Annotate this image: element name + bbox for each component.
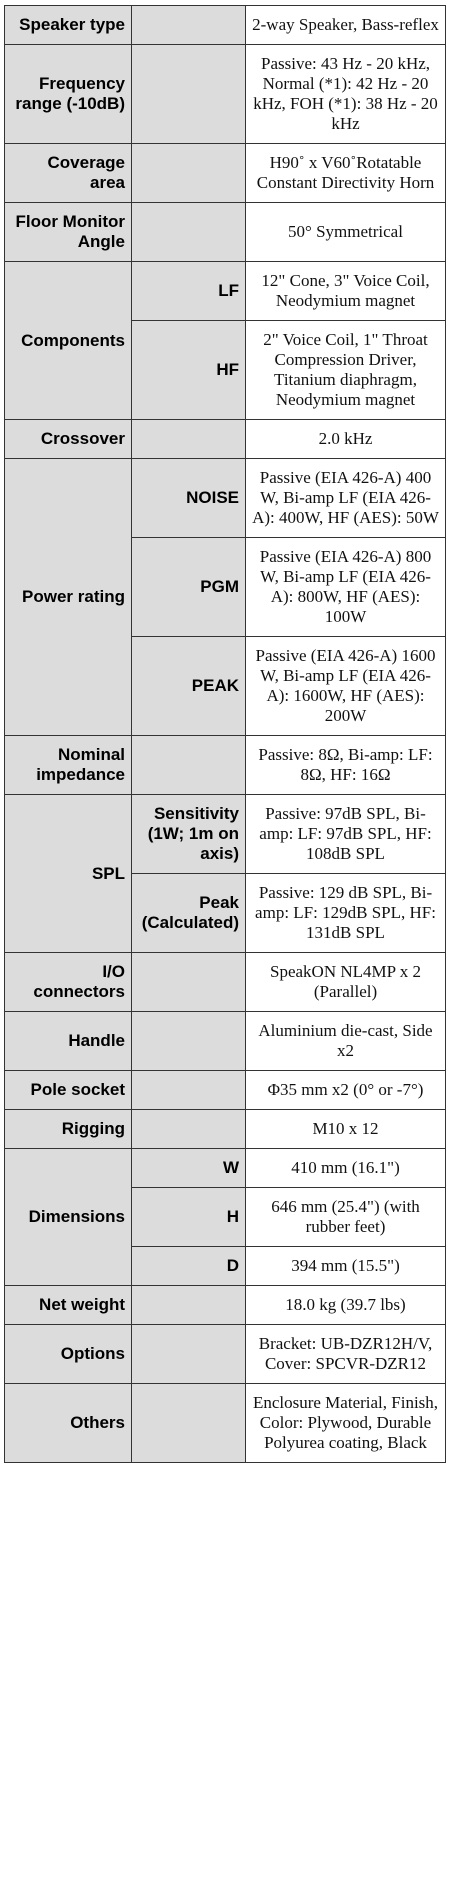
- spec-row: I/O connectors SpeakON NL4MP x 2 (Paralle…: [4, 952, 446, 1012]
- spec-row: PEAK Passive (EIA 426-A) 1600 W, Bi-amp L…: [5, 636, 446, 736]
- row-value: Passive: 129 dB SPL, Bi-amp: LF: 129dB S…: [245, 873, 446, 953]
- empty-cell: [131, 202, 246, 262]
- spec-row: Power rating NOISE Passive (EIA 426-A) 400…: [4, 458, 446, 736]
- empty-cell: [131, 143, 246, 203]
- spec-body: Speaker type 2-way Speaker, Bass-reflex Fr…: [4, 5, 446, 1463]
- spec-row: Handle Aluminium die-cast, Side x2: [4, 1011, 446, 1071]
- row-label: Handle: [4, 1011, 132, 1071]
- sub-label: LF: [131, 261, 246, 321]
- empty-cell: [131, 1011, 246, 1071]
- row-value: Passive (EIA 426-A) 400 W, Bi-amp LF (EI…: [245, 458, 446, 538]
- sub-label: PEAK: [131, 636, 246, 736]
- row-value: Passive (EIA 426-A) 800 W, Bi-amp LF (EI…: [245, 537, 446, 637]
- empty-cell: [131, 419, 246, 459]
- row-label: Speaker type: [4, 5, 132, 45]
- row-label: Power rating: [4, 458, 132, 736]
- row-label: Components: [4, 261, 132, 420]
- row-label: Net weight: [4, 1285, 132, 1325]
- row-value: 2.0 kHz: [245, 419, 446, 459]
- sub-label: NOISE: [131, 458, 246, 538]
- spec-row: Options Bracket: UB-DZR12H/V, Cover: SPCV…: [4, 1324, 446, 1384]
- spec-row: Others Enclosure Material, Finish, Color:…: [4, 1383, 446, 1463]
- spec-row: Rigging M10 x 12: [4, 1109, 446, 1149]
- row-label: SPL: [4, 794, 132, 953]
- empty-cell: [131, 1285, 246, 1325]
- spec-row: D 394 mm (15.5"): [5, 1246, 446, 1286]
- row-value: Φ35 mm x2 (0° or -7°): [245, 1070, 446, 1110]
- spec-row: Floor Monitor Angle 50° Symmetrical: [4, 202, 446, 262]
- row-value: 2" Voice Coil, 1" Throat Compression Dri…: [245, 320, 446, 420]
- spec-row: HF 2" Voice Coil, 1" Throat Compression D…: [5, 320, 446, 420]
- empty-cell: [131, 952, 246, 1012]
- row-value: M10 x 12: [245, 1109, 446, 1149]
- spec-row: Nominal impedance Passive: 8Ω, Bi-amp: LF…: [4, 735, 446, 795]
- row-label: Dimensions: [4, 1148, 132, 1286]
- spec-row: PGM Passive (EIA 426-A) 800 W, Bi-amp LF …: [5, 537, 446, 637]
- sub-label: Peak (Calculated): [131, 873, 246, 953]
- row-value: SpeakON NL4MP x 2 (Parallel): [245, 952, 446, 1012]
- spec-row: Crossover 2.0 kHz: [4, 419, 446, 459]
- spec-row: Dimensions W 410 mm (16.1"): [4, 1148, 446, 1286]
- row-value: 50° Symmetrical: [245, 202, 446, 262]
- row-value: 410 mm (16.1"): [245, 1148, 446, 1188]
- row-label: Pole socket: [4, 1070, 132, 1110]
- row-value: Passive: 97dB SPL, Bi-amp: LF: 97dB SPL,…: [245, 794, 446, 874]
- empty-cell: [131, 1070, 246, 1110]
- row-label: Nominal impedance: [4, 735, 132, 795]
- empty-cell: [131, 1383, 246, 1463]
- row-value: Aluminium die-cast, Side x2: [245, 1011, 446, 1071]
- row-label: Options: [4, 1324, 132, 1384]
- sub-label: W: [131, 1148, 246, 1188]
- spec-row: Frequency range (-10dB) Passive: 43 Hz - …: [4, 44, 446, 144]
- row-value: Passive (EIA 426-A) 1600 W, Bi-amp LF (E…: [245, 636, 446, 736]
- row-label: I/O connectors: [4, 952, 132, 1012]
- row-value: 18.0 kg (39.7 lbs): [245, 1285, 446, 1325]
- spec-row: SPL Sensitivity (1W; 1m on axis) Passive: …: [4, 794, 446, 953]
- empty-cell: [131, 5, 246, 45]
- spec-table: Speaker type 2-way Speaker, Bass-reflex Fr…: [4, 5, 446, 1463]
- row-label: Rigging: [4, 1109, 132, 1149]
- empty-cell: [131, 44, 246, 144]
- row-label: Frequency range (-10dB): [4, 44, 132, 144]
- row-value: 2-way Speaker, Bass-reflex: [245, 5, 446, 45]
- sub-label: Sensitivity (1W; 1m on axis): [131, 794, 246, 874]
- row-value: Passive: 8Ω, Bi-amp: LF: 8Ω, HF: 16Ω: [245, 735, 446, 795]
- spec-row: Coverage area H90˚ x V60˚Rotatable Consta…: [4, 143, 446, 203]
- row-label: Crossover: [4, 419, 132, 459]
- row-value: Enclosure Material, Finish, Color: Plywo…: [245, 1383, 446, 1463]
- empty-cell: [131, 1109, 246, 1149]
- sub-label: HF: [131, 320, 246, 420]
- row-label: Coverage area: [4, 143, 132, 203]
- empty-cell: [131, 1324, 246, 1384]
- sub-label: D: [131, 1246, 246, 1286]
- spec-row: H 646 mm (25.4") (with rubber feet): [5, 1187, 446, 1247]
- page: Speaker type 2-way Speaker, Bass-reflex Fr…: [0, 5, 449, 1897]
- row-value: 646 mm (25.4") (with rubber feet): [245, 1187, 446, 1247]
- empty-cell: [131, 735, 246, 795]
- row-value: Passive: 43 Hz - 20 kHz, Normal (*1): 42…: [245, 44, 446, 144]
- spec-row: Net weight 18.0 kg (39.7 lbs): [4, 1285, 446, 1325]
- row-value: Bracket: UB-DZR12H/V, Cover: SPCVR-DZR12: [245, 1324, 446, 1384]
- row-label: Floor Monitor Angle: [4, 202, 132, 262]
- sub-label: H: [131, 1187, 246, 1247]
- row-value: 12" Cone, 3" Voice Coil, Neodymium magne…: [245, 261, 446, 321]
- sub-label: PGM: [131, 537, 246, 637]
- row-value: H90˚ x V60˚Rotatable Constant Directivit…: [245, 143, 446, 203]
- row-value: 394 mm (15.5"): [245, 1246, 446, 1286]
- row-label: Others: [4, 1383, 132, 1463]
- spec-row: Speaker type 2-way Speaker, Bass-reflex: [4, 5, 446, 45]
- spec-row: Pole socket Φ35 mm x2 (0° or -7°): [4, 1070, 446, 1110]
- spec-row: Components LF 12" Cone, 3" Voice Coil, Neo…: [4, 261, 446, 420]
